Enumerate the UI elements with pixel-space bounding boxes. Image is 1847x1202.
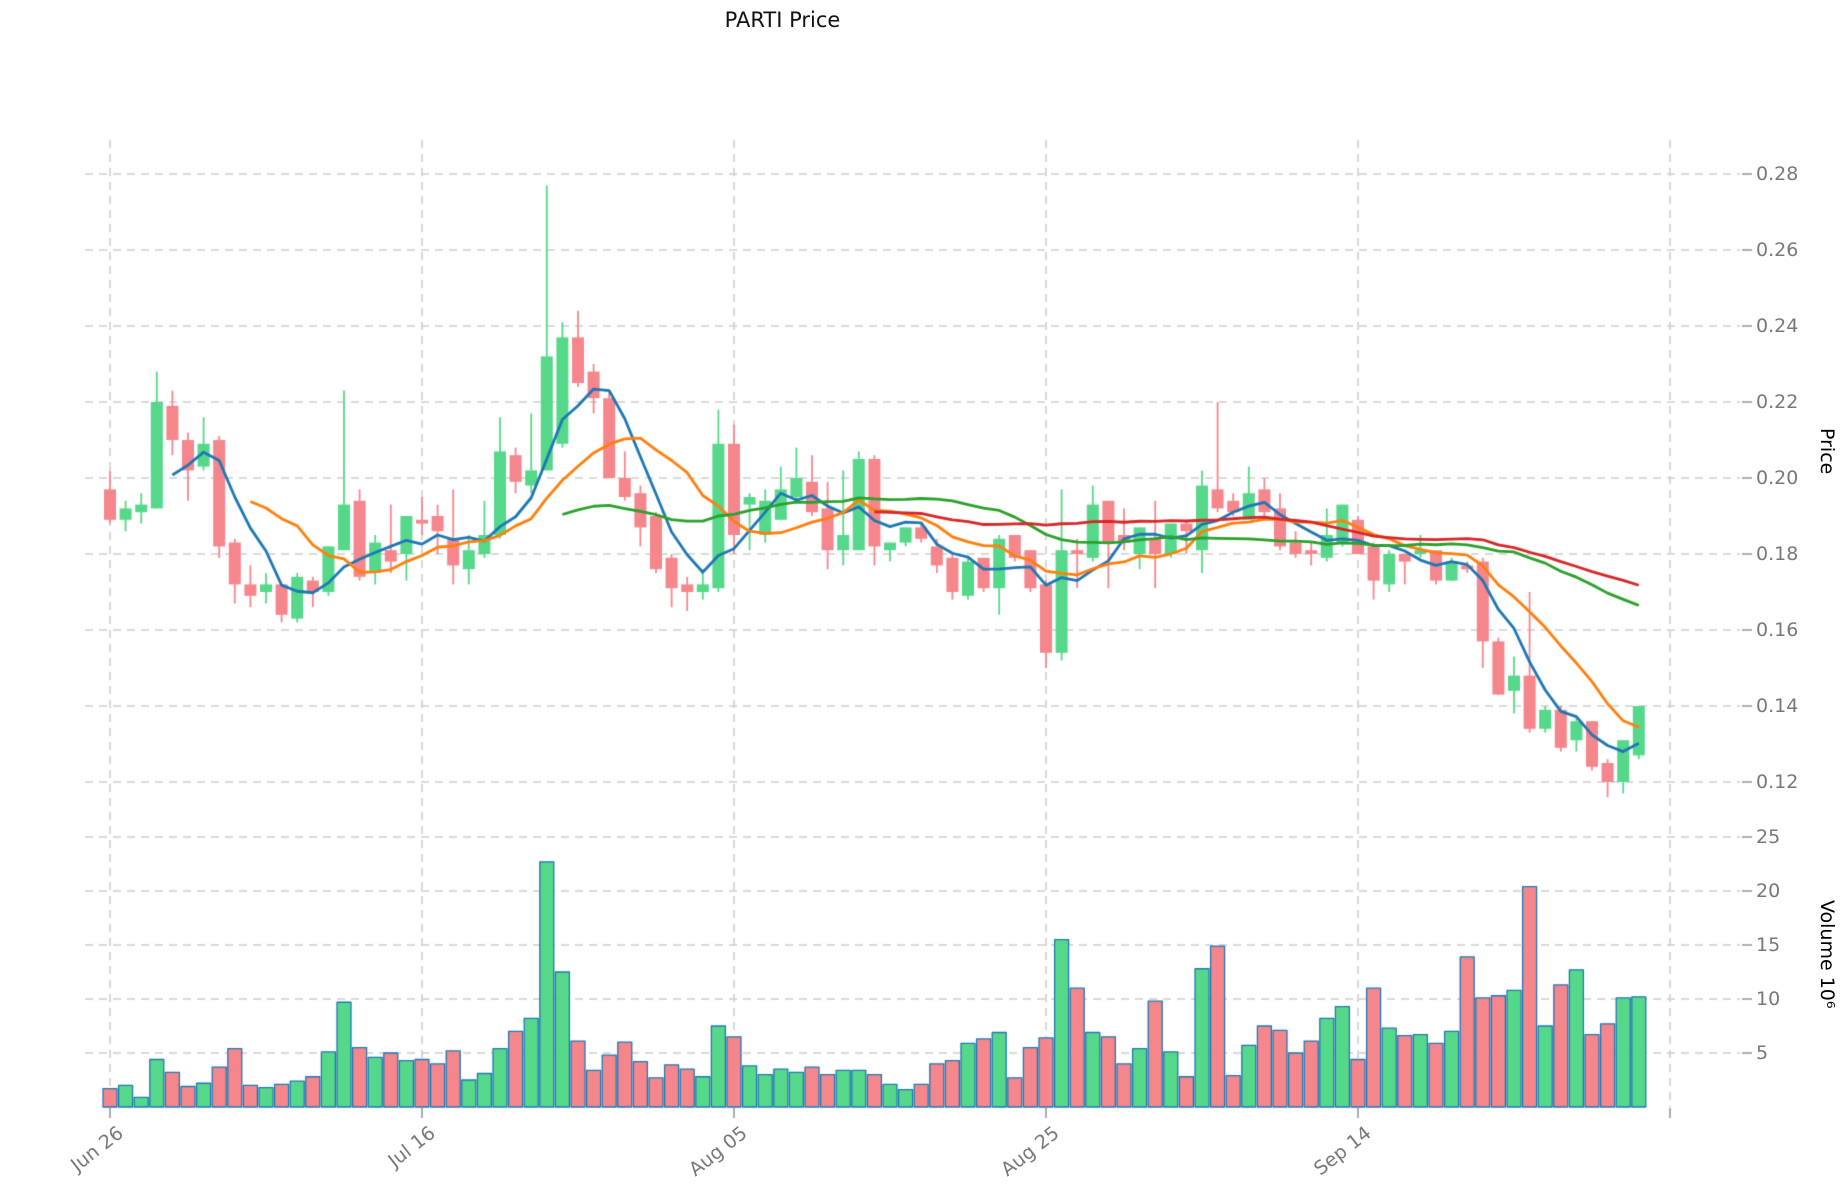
price-tick-label: 0.20 bbox=[1756, 467, 1799, 489]
price-tick-label: 0.24 bbox=[1756, 315, 1799, 337]
chart-title: PARTI Price bbox=[724, 8, 841, 32]
price-tick-label: 0.18 bbox=[1756, 543, 1799, 565]
price-axis-title: Price bbox=[1816, 428, 1838, 475]
price-tick-label: 0.16 bbox=[1756, 619, 1799, 641]
price-tick-label: 0.14 bbox=[1756, 695, 1799, 717]
volume-tick-label: 5 bbox=[1756, 1042, 1769, 1064]
volume-tick-label: 15 bbox=[1756, 934, 1781, 956]
volume-tick-label: 25 bbox=[1756, 826, 1781, 848]
price-tick-label: 0.28 bbox=[1756, 163, 1799, 185]
volume-tick-label: 10 bbox=[1756, 988, 1781, 1010]
price-tick-label: 0.12 bbox=[1756, 771, 1799, 793]
volume-tick-label: 20 bbox=[1756, 880, 1781, 902]
price-tick-label: 0.22 bbox=[1756, 391, 1799, 413]
volume-axis-title: Volume 10⁶ bbox=[1816, 900, 1838, 1009]
price-tick-label: 0.26 bbox=[1756, 239, 1799, 261]
